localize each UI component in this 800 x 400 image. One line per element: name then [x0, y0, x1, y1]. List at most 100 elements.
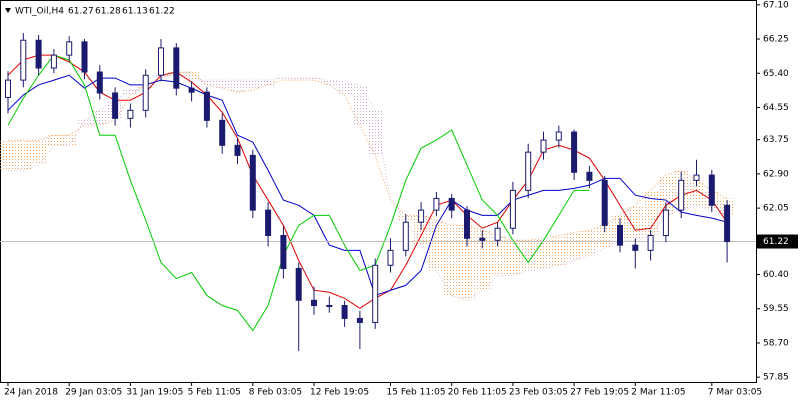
indicator-line	[7, 74, 728, 297]
cloud-band	[459, 225, 475, 301]
candle-body	[173, 47, 180, 89]
candle-body	[326, 305, 333, 308]
candle-body	[433, 197, 440, 211]
candle-body	[402, 221, 409, 251]
header-value: 61.22	[149, 7, 175, 17]
cloud-band	[336, 82, 353, 95]
header-title: WTI_Oil,H4	[15, 7, 64, 17]
header-value: 61.27	[68, 7, 94, 17]
candle-body	[203, 91, 210, 121]
candle-body	[617, 224, 623, 246]
cloud-band	[535, 238, 552, 269]
cloud-band	[61, 135, 77, 146]
candle-body	[81, 41, 88, 73]
candle-body	[601, 179, 608, 226]
x-tick-label: 23 Feb 03:05	[509, 388, 568, 398]
cloud-band	[275, 78, 292, 81]
y-tick-label: 59.55	[763, 304, 789, 314]
candle-body	[188, 87, 195, 93]
candle-body	[341, 305, 348, 319]
candle-body	[127, 109, 134, 119]
x-tick-label: 29 Jan 03:05	[65, 388, 122, 398]
cloud	[0, 71, 735, 301]
cloud-band	[505, 240, 521, 276]
cloud-band	[474, 230, 490, 291]
cloud-band	[597, 225, 613, 249]
candle-body	[479, 237, 486, 241]
y-tick-label: 58.70	[763, 338, 789, 348]
candle-body	[647, 234, 654, 251]
cloud-band	[183, 72, 200, 81]
price-tag-label: 61.22	[763, 237, 789, 247]
candle-body	[448, 197, 455, 211]
candle-body	[295, 267, 302, 301]
cloud-band	[627, 205, 643, 241]
cloud-band	[642, 190, 659, 236]
candle-body	[693, 174, 700, 181]
cloud-band	[76, 120, 93, 126]
candle-body	[311, 299, 317, 307]
candle-body	[525, 151, 532, 191]
indicator-line	[7, 54, 590, 332]
cloud-band	[122, 90, 139, 95]
cloud-band	[551, 235, 567, 266]
header-value: 61.28	[95, 7, 121, 17]
candle-body	[158, 47, 164, 76]
cloud-band	[0, 140, 16, 171]
cloud-band	[306, 78, 322, 81]
candle-body	[142, 74, 149, 111]
candle-body	[509, 189, 516, 229]
cloud-band	[581, 230, 598, 256]
cloud-band	[214, 80, 230, 89]
cloud-band	[367, 110, 383, 156]
candle-body	[571, 131, 578, 173]
price-tag	[756, 234, 798, 249]
candle-body	[219, 119, 226, 146]
candles	[5, 33, 731, 352]
cloud-band	[30, 140, 47, 166]
y-tick-label: 62.90	[763, 169, 789, 179]
candle-body	[20, 39, 27, 81]
x-tick-label: 2 Mar 11:05	[631, 388, 685, 398]
candle-body	[418, 209, 425, 223]
header-icon	[5, 8, 11, 13]
y-tick-label: 65.40	[763, 69, 789, 79]
candle-body	[586, 171, 593, 181]
candle-body	[540, 139, 547, 153]
x-tick-label: 20 Feb 11:05	[448, 388, 507, 398]
candle-body	[356, 317, 363, 323]
candle-body	[662, 209, 669, 236]
x-tick-label: 12 Feb 19:05	[310, 388, 369, 398]
cloud-band	[291, 78, 307, 81]
candle-body	[265, 209, 272, 236]
cloud-band	[428, 220, 445, 271]
candle-body	[96, 71, 103, 94]
candle-body	[555, 131, 562, 141]
cloud-band	[444, 225, 460, 296]
x-tick-label: 7 Mar 03:05	[708, 388, 762, 398]
axes: 67.10 66.25 65.40 64.55 63.75 62.90 62.05 60.40…	[4, 0, 798, 398]
cloud-band	[229, 80, 246, 93]
cloud-band	[489, 235, 506, 276]
candle-body	[50, 54, 57, 69]
plot-frame	[0, 0, 757, 383]
x-tick-label: 8 Feb 03:05	[249, 388, 302, 398]
y-tick-label: 60.40	[763, 270, 789, 280]
cloud-band	[658, 175, 674, 216]
cloud-band	[199, 80, 215, 85]
candle-body	[112, 92, 119, 119]
y-tick-label: 64.55	[763, 103, 789, 113]
cloud-band	[352, 84, 368, 126]
candle-body	[464, 209, 470, 239]
candle-body	[372, 264, 379, 323]
x-tick-label: 5 Feb 11:05	[188, 388, 241, 398]
cloud-band	[321, 80, 337, 85]
candle-body	[678, 179, 685, 211]
candle-body	[724, 204, 731, 243]
candle-body	[249, 154, 256, 211]
candle-body	[708, 174, 715, 206]
y-tick-label: 63.75	[763, 135, 789, 145]
candle-body	[234, 144, 241, 156]
cloud-band	[688, 180, 705, 206]
